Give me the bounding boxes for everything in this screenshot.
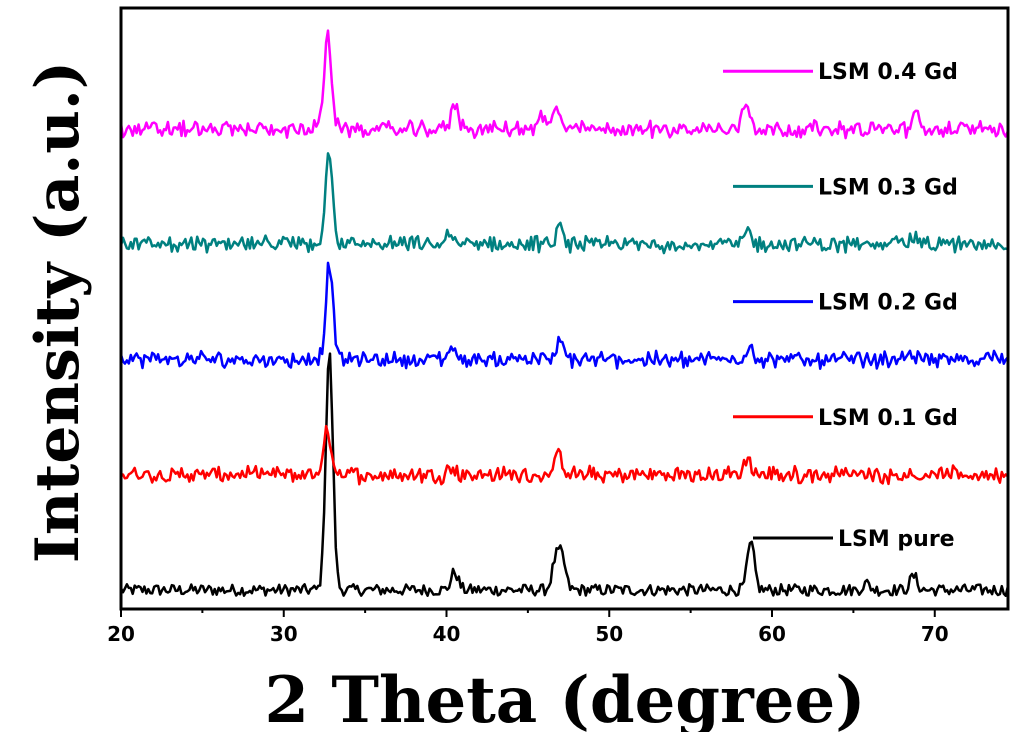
series-line-lsm-03-gd (119, 152, 1009, 255)
plot-frame (119, 6, 1010, 611)
series-line-lsm-01-gd (120, 424, 1009, 486)
x-tick-label: 50 (595, 622, 623, 646)
x-tick-label: 60 (758, 622, 786, 646)
plot-area (119, 29, 1009, 597)
x-axis-ticks: 20 30 40 50 60 70 (107, 609, 949, 646)
legend-label: LSM 0.1 Gd (818, 406, 958, 431)
x-tick-label: 70 (921, 622, 949, 646)
series-line-lsm-04-gd (119, 29, 1009, 140)
x-tick-label: 30 (270, 622, 298, 646)
legend-label: LSM 0.3 Gd (818, 175, 958, 200)
y-axis-label: Intensity (a.u.) (23, 61, 93, 563)
legend-label: LSM 0.2 Gd (818, 291, 958, 316)
legend-label: LSM 0.4 Gd (818, 60, 958, 85)
x-axis-label: 2 Theta (degree) (265, 663, 866, 732)
legend: LSM pure LSM 0.1 Gd LSM 0.2 Gd LSM 0.3 Gd LS… (723, 60, 958, 552)
x-tick-label: 40 (433, 622, 461, 646)
x-tick-label: 20 (107, 622, 135, 646)
series-line-lsm-02-gd (119, 261, 1009, 370)
legend-label: LSM pure (838, 527, 955, 552)
series-line-lsm-pure (119, 352, 1009, 597)
